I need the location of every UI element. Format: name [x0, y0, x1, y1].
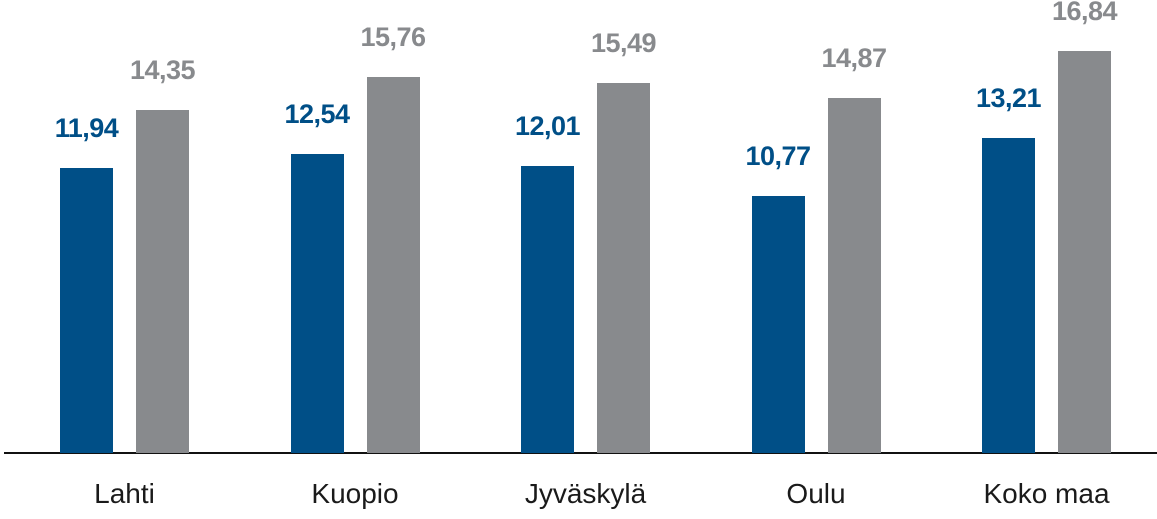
bar-kuopio-series-1 [290, 153, 344, 453]
value-label: 11,94 [54, 112, 119, 143]
value-label: 12,01 [514, 111, 581, 142]
value-label: 13,21 [975, 82, 1042, 113]
bar-jyväskylä-series-1 [521, 166, 574, 453]
value-label: 15,76 [360, 21, 426, 52]
category-label: Koko maa [983, 478, 1110, 509]
bar-jyväskylä-series-2 [597, 83, 650, 453]
bar-kuopio-series-2 [366, 76, 420, 453]
category-label: Kuopio [311, 478, 399, 509]
value-label: 16,84 [1051, 0, 1118, 27]
category-label: Lahti [94, 478, 155, 509]
x-axis-line [4, 452, 1157, 454]
bar-lahti-series-1 [60, 167, 113, 453]
value-label: 14,35 [129, 55, 196, 86]
bar-koko-maa-series-2 [1058, 51, 1111, 453]
category-label: Oulu [786, 478, 846, 509]
bar-koko-maa-series-1 [982, 137, 1035, 453]
value-label: 10,77 [745, 140, 811, 171]
value-label: 12,54 [284, 98, 350, 129]
bar-oulu-series-1 [751, 195, 805, 453]
bar-oulu-series-2 [827, 98, 881, 453]
value-label: 15,49 [590, 28, 657, 59]
category-label: Jyväskylä [524, 478, 647, 509]
bar-lahti-series-2 [136, 110, 189, 453]
value-label: 14,87 [821, 43, 887, 74]
